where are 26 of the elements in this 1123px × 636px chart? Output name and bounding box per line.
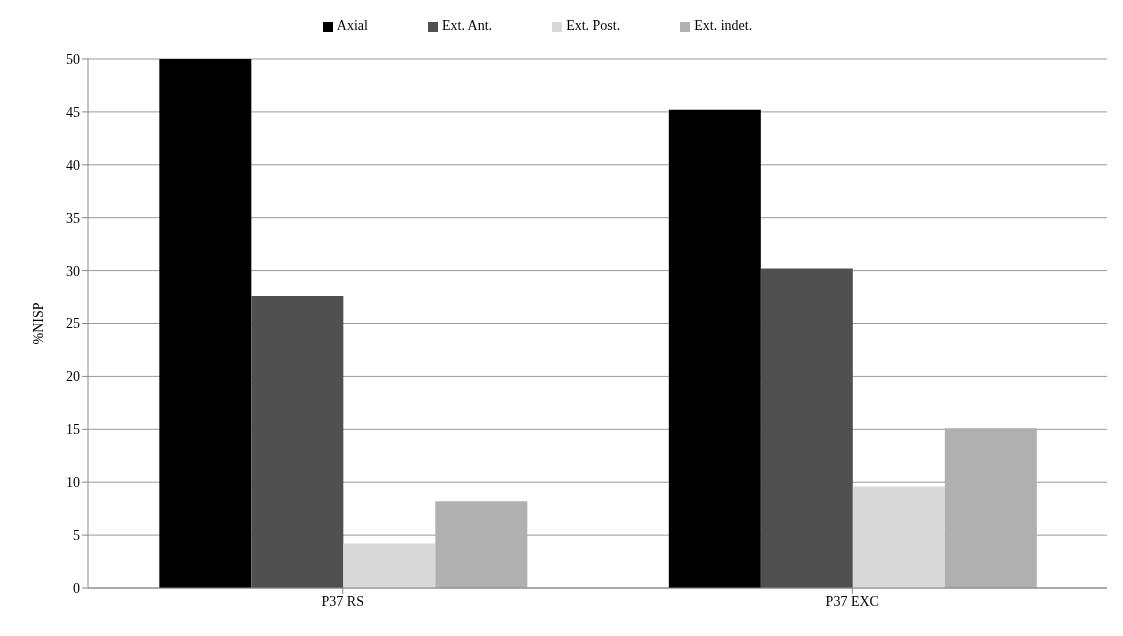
bar	[668, 109, 761, 588]
y-tick-label: 5	[73, 528, 80, 544]
y-tick-label: 40	[66, 157, 80, 173]
y-tick-label: 20	[66, 369, 80, 385]
legend-label: Ext. Ant.	[441, 18, 493, 33]
x-tick-label: P37 EXC	[825, 593, 879, 609]
legend-label: Ext. Post.	[566, 18, 621, 33]
y-tick-label: 25	[66, 316, 80, 332]
y-tick-label: 50	[66, 51, 80, 67]
y-tick-label: 30	[66, 263, 80, 279]
legend-label: Ext. indet.	[694, 18, 753, 33]
bar	[944, 428, 1037, 588]
bar	[435, 501, 528, 588]
y-tick-label: 10	[66, 475, 80, 491]
bar	[343, 543, 436, 588]
bar	[852, 486, 945, 588]
legend-label: Axial	[336, 18, 368, 33]
y-tick-label: 35	[66, 210, 80, 226]
y-tick-label: 0	[73, 580, 80, 596]
y-tick-label: 45	[66, 104, 80, 120]
x-tick-label: P37 RS	[321, 593, 364, 609]
bar	[251, 295, 344, 588]
y-tick-label: 15	[66, 422, 80, 438]
bar	[760, 268, 853, 588]
bar	[159, 59, 252, 588]
y-axis-title: %NISP	[30, 302, 46, 345]
